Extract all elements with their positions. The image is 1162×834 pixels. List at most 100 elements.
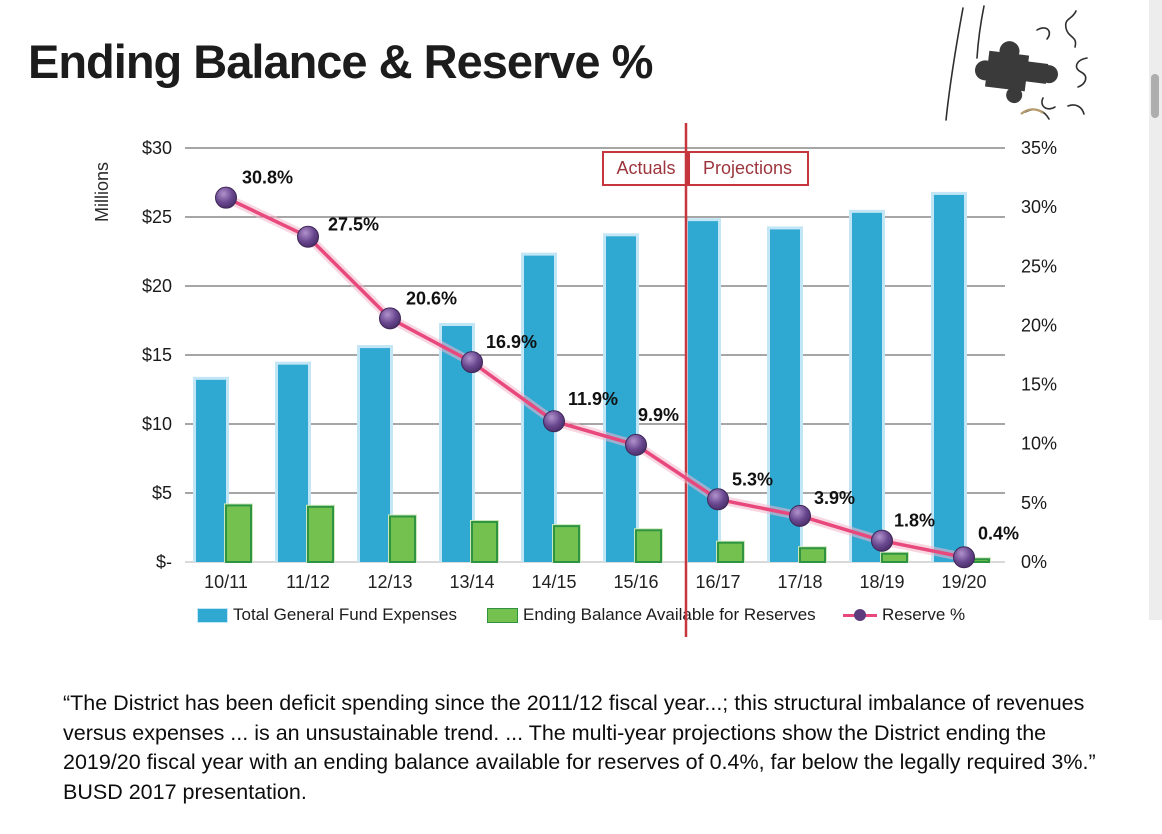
bar-expenses-glow [931,191,967,563]
bar-expenses [360,348,390,562]
left-axis-tick: $- [156,552,172,572]
puzzle-outline [1075,57,1088,88]
reserve-point [953,546,975,569]
legend-label-expenses: Total General Fund Expenses [233,605,457,624]
bar-reserves-glow [306,504,335,562]
left-axis-tick: $10 [142,414,172,434]
bar-reserves [471,520,498,563]
right-axis-tick: 10% [1021,434,1057,454]
actuals-label: Actuals [616,158,676,178]
reserve-point [215,186,237,209]
reserve-point [543,410,565,433]
reserve-point-label: 30.8% [242,168,293,188]
scrollbar-thumb[interactable] [1151,74,1159,118]
reserve-point-label: 9.9% [638,405,679,425]
reserve-point [871,529,893,552]
legend-item-reserve-pct: Reserve % [843,605,965,625]
bar-expenses [934,194,964,563]
bar-reserves-glow [962,557,991,562]
right-axis-tick: 30% [1021,197,1057,217]
puzzle-outline [1064,10,1077,48]
bar-reserves-glow [716,540,745,562]
page-title: Ending Balance & Reserve % [28,35,653,88]
legend-swatch-expenses [197,607,228,623]
bar-expenses-glow [685,218,721,562]
puzzle-graphic [945,5,1088,121]
reserve-point-label: 0.4% [978,523,1019,543]
puzzle-outline [1041,97,1056,110]
bar-expenses [770,229,800,563]
bar-reserves-glow [634,528,663,562]
legend-item-expenses: Total General Fund Expenses [197,605,457,625]
reserve-point [789,504,811,527]
bar-expenses [606,236,636,562]
bar-reserves [389,515,416,564]
reserve-point [707,488,729,511]
x-axis-label: 16/17 [695,572,740,592]
bar-reserves [717,541,744,563]
bar-expenses-glow [767,226,803,563]
right-axis-tick: 15% [1021,375,1057,395]
projections-label-box: Projections [686,151,809,186]
bar-reserves-glow [388,514,417,562]
legend-label-reserves: Ending Balance Available for Reserves [523,605,816,624]
bar-expenses-glow [521,252,557,562]
reserve-point [297,225,319,248]
bar-expenses-glow [193,376,229,562]
bar-expenses [524,255,554,562]
bar-reserves-glow [470,519,499,562]
bar-reserves-glow [552,524,581,562]
left-axis-tick: $15 [142,345,172,365]
legend-dot-icon [854,609,866,621]
bar-reserves [307,505,334,563]
quote-text: “The District has been deficit spending … [63,691,1096,804]
bar-expenses-glow [439,323,475,562]
projections-label: Projections [702,158,793,178]
puzzle-dark-piece [974,41,1058,104]
x-axis-label: 11/12 [286,572,330,592]
right-axis-tick: 25% [1021,256,1057,276]
scrollbar-track[interactable] [1149,0,1162,620]
left-axis-tick: $20 [142,276,172,296]
bar-reserves-glow [224,503,253,562]
bar-reserves [799,547,826,564]
reserve-point-label: 11.9% [568,389,618,409]
reserve-point [379,307,401,330]
legend-item-reserves: Ending Balance Available for Reserves [487,605,816,625]
bar-expenses-glow [357,345,393,562]
puzzle-shading [1020,108,1044,115]
bar-expenses [278,364,308,562]
legend-marker-reserve-pct [843,608,877,622]
puzzle-outline [976,5,985,59]
actuals-label-box: Actuals [602,151,690,186]
bar-expenses [852,212,882,563]
bar-reserves-glow [880,551,909,562]
x-axis-label: 17/18 [777,572,822,592]
reserve-point-label: 20.6% [406,288,457,308]
reserve-point [461,351,483,374]
x-axis-label: 19/20 [941,572,986,592]
x-axis-label: 12/13 [367,572,412,592]
bar-reserves-glow [798,546,827,562]
right-axis-tick: 35% [1021,138,1057,158]
legend-label-reserve-pct: Reserve % [882,605,966,624]
bar-reserves [225,504,252,564]
reserve-point-label: 16.9% [486,332,537,352]
puzzle-outline [1036,27,1051,40]
bar-expenses-glow [603,233,639,562]
reserve-point-label: 1.8% [894,511,935,531]
bar-expenses [442,326,472,562]
reserve-point-label: 3.9% [814,488,855,508]
reserve-line-glow [224,193,965,562]
x-axis-label: 15/16 [613,572,658,592]
x-axis-label: 14/15 [531,572,576,592]
bar-reserves [881,552,908,563]
legend-swatch-reserves [487,607,518,623]
bar-reserves [553,525,580,563]
x-axis-label: 13/14 [449,572,494,592]
bar-expenses [688,221,718,562]
left-axis-tick: $25 [142,207,172,227]
bar-reserves [963,558,990,563]
x-axis-label: 18/19 [859,572,904,592]
right-axis-tick: 20% [1021,315,1057,335]
